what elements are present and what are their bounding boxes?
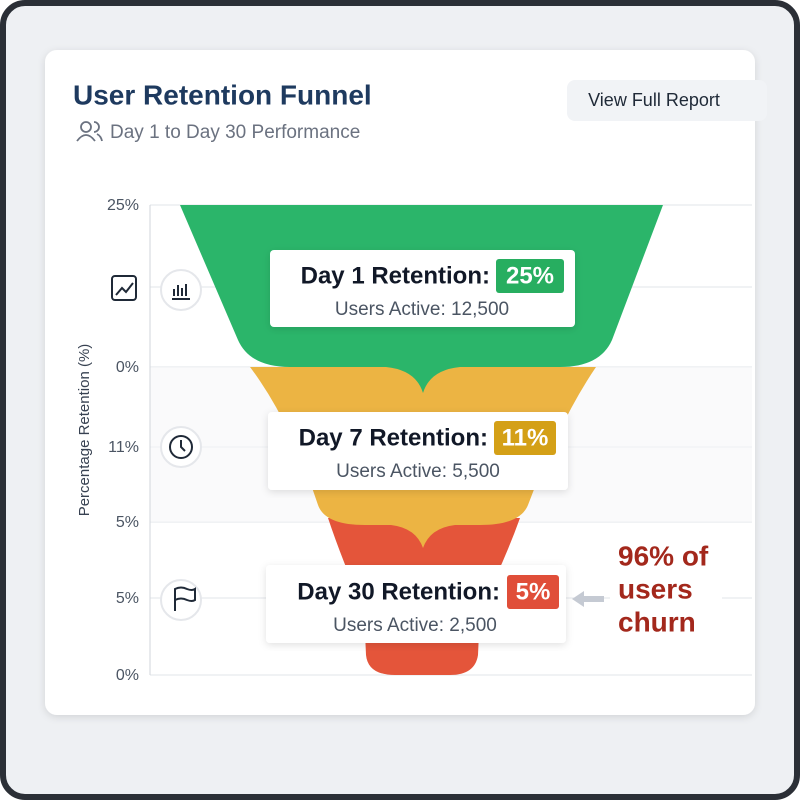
subtitle: Day 1 to Day 30 Performance [110,122,360,143]
y-axis-title: Percentage Retention (%) [76,344,93,517]
annotation-bg [610,535,722,648]
annotation-line: churn [618,606,696,637]
icons [111,269,202,621]
users-active: Users Active: 2,500 [333,615,497,636]
badge [494,421,556,455]
y-label: 0% [116,667,139,684]
y-label: 5% [116,514,139,531]
stage-card-3: Day 30 Retention: 5% Users Active: 2,500 [266,565,566,643]
badge-text: 25% [506,262,554,289]
annotation-line: 96% of [618,540,709,571]
y-labels: 25% 0% 11% 5% 5% 0% [107,197,139,684]
button-bg[interactable] [567,80,767,121]
stage-card-1: Day 1 Retention: 25% Users Active: 12,50… [270,250,575,327]
button-label[interactable]: View Full Report [588,90,720,110]
arrow [572,591,604,607]
title: User Retention Funnel [73,79,372,110]
stage-label: Day 1 Retention: [301,262,490,289]
y-label: 0% [116,359,139,376]
y-label: 25% [107,197,139,214]
annotation: 96% of users churn [618,540,709,637]
annotation-line: users [618,573,693,604]
users-active: Users Active: 12,500 [335,299,509,320]
stage-card-2: Day 7 Retention: 11% Users Active: 5,500 [268,412,568,490]
badge-text: 5% [516,578,551,605]
y-label: 11% [108,439,139,456]
badge [496,259,564,293]
badge-text: 11% [502,424,549,451]
y-label: 5% [116,590,139,607]
users-icon [76,121,103,142]
badge [507,575,559,609]
stage-label: Day 30 Retention: [297,578,500,605]
users-active: Users Active: 5,500 [336,461,500,482]
card-bg [268,412,568,490]
view-report-button[interactable]: View Full Report [567,80,767,121]
card-bg [266,565,566,643]
stage-label: Day 7 Retention: [299,424,488,451]
